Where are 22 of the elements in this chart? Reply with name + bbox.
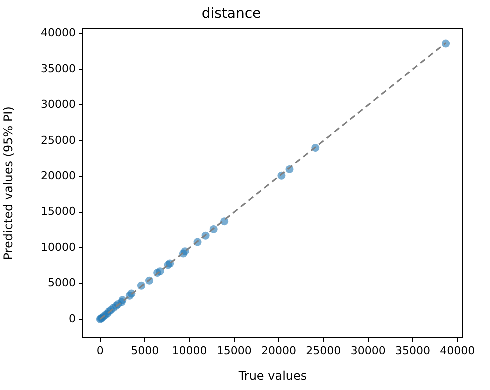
y-tick-label: 0 [69,312,76,326]
chart-title: distance [202,6,262,22]
x-tick-label: 20000 [262,344,297,358]
x-tick-label: 30000 [350,344,386,358]
x-tick-label: 15000 [216,344,252,358]
y-tick-label: 10000 [41,240,76,254]
x-tick-label: 0 [96,344,104,358]
y-tick-label: 20000 [41,169,76,182]
y-tick-label: 35000 [41,62,76,76]
y-axis-title: Predicted values (95% PI) [1,106,16,260]
x-axis-title: True values [238,368,308,383]
y-tick-label: 5000 [48,276,76,290]
y-tick-label: 40000 [41,26,76,40]
y-tick-label: 30000 [41,98,76,112]
point [442,40,450,48]
y-tick-label: 15000 [41,205,76,218]
y-tick-label: 25000 [41,134,76,147]
x-tick-label: 40000 [440,344,476,358]
x-tick-label: 5000 [131,344,160,358]
x-tick-label: 35000 [395,344,430,358]
x-tick-label: 25000 [306,344,342,358]
x-tick-label: 10000 [172,344,208,358]
